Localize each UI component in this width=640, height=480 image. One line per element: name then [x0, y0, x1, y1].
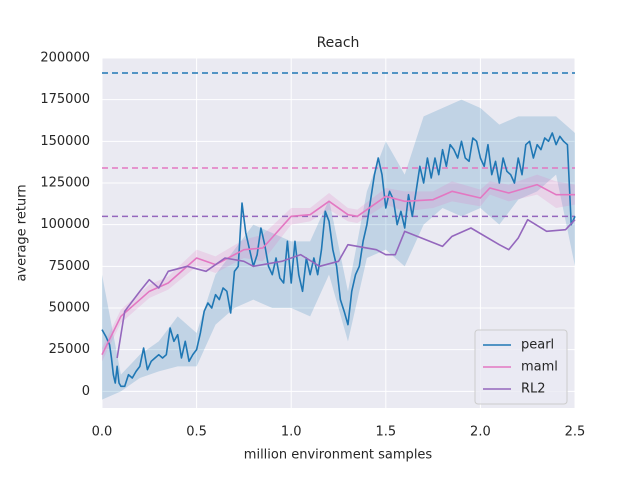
x-tick-label: 1.5: [375, 425, 396, 440]
series-line: [116, 218, 576, 359]
x-tick-label: 2.0: [470, 425, 491, 440]
x-tick-label: 2.5: [565, 425, 586, 440]
y-tick-label: 50000: [49, 301, 90, 316]
x-tick-label: 0.5: [186, 425, 207, 440]
y-axis-label: average return: [15, 184, 30, 281]
y-tick-label: 25000: [49, 342, 90, 357]
y-tick-label: 175000: [40, 92, 90, 107]
x-tick-label: 1.0: [281, 425, 302, 440]
legend-label: RL2: [521, 382, 546, 397]
y-tick-label: 0: [82, 384, 90, 399]
series-line: [101, 132, 576, 388]
legend: pearl maml RL2: [474, 329, 568, 405]
legend-label: pearl: [521, 338, 554, 353]
confidence-band: [102, 99, 575, 400]
y-tick-label: 150000: [40, 134, 90, 149]
y-tick-label: 100000: [40, 217, 90, 232]
series-line: [101, 183, 575, 356]
x-axis-label: million environment samples: [244, 448, 433, 463]
marks: [101, 72, 576, 400]
legend-box: [474, 329, 568, 405]
y-tick-label: 75000: [49, 259, 90, 274]
legend-label: maml: [521, 360, 558, 375]
y-tick-label: 125000: [40, 176, 90, 191]
chart-title: Reach: [317, 35, 360, 51]
x-tick-label: 0.0: [92, 425, 113, 440]
y-tick-label: 200000: [40, 51, 90, 66]
confidence-band: [102, 174, 575, 362]
